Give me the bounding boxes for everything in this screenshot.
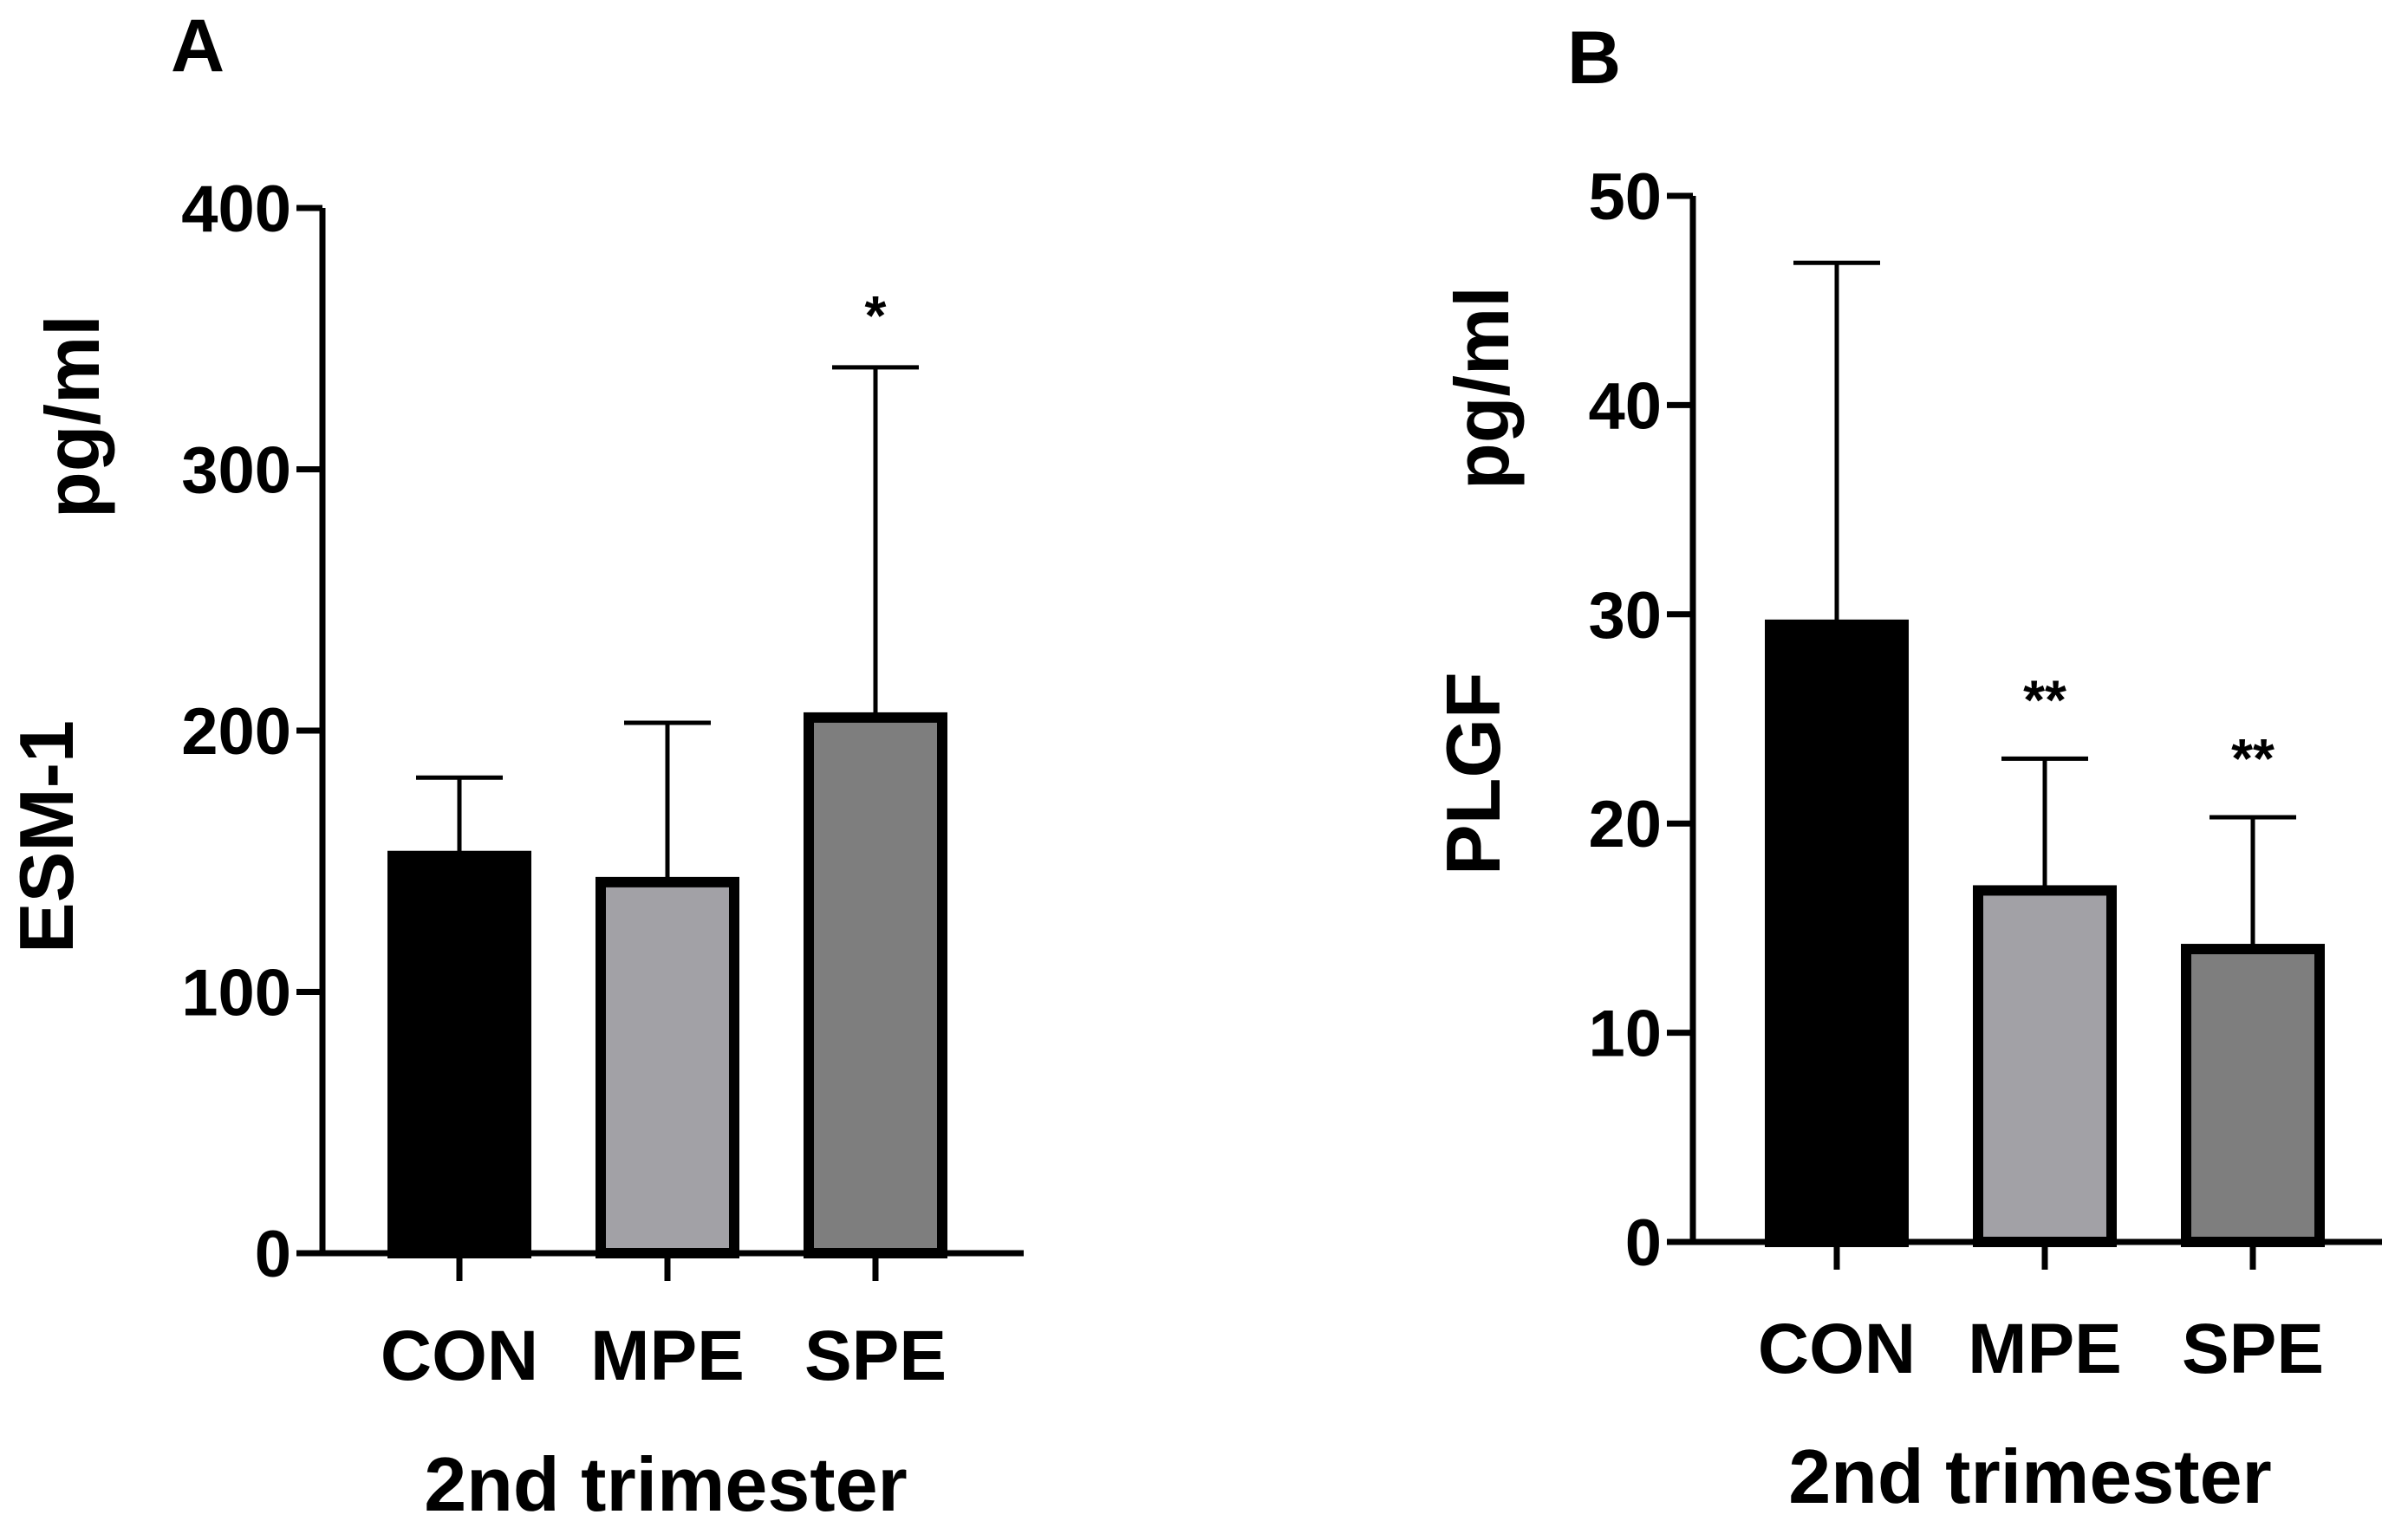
panel-a-letter: A [171, 4, 225, 88]
panel-a-significance-spe: * [865, 284, 887, 347]
panel-a-bar-spe [804, 712, 947, 1258]
panel-a-bar-mpe [595, 876, 739, 1258]
panel-a-category-label-con: CON [381, 1316, 538, 1395]
panel-a-y-axis-unit-wrapper: pg/ml [29, 315, 115, 518]
panel-b-x-axis-title: 2nd trimester [1788, 1433, 2272, 1519]
panel-b-y-tick-label: 20 [1588, 788, 1662, 861]
panel-a-y-axis-name: ESM-1 [3, 720, 89, 953]
panel-b-bar-spe [2181, 944, 2325, 1248]
panel-b-y-axis-unit: pg/ml [1439, 286, 1525, 490]
panel-a-y-tick-label: 200 [181, 695, 291, 769]
panel-b-chart: B PLGF pg/ml 2nd trimester ** ** 0 10 20 30 40… [1430, 16, 2382, 1519]
panel-b-significance-mpe: ** [2023, 668, 2066, 731]
panel-a-x-axis-title: 2nd trimester [424, 1441, 908, 1521]
panel-b-y-tick-label: 10 [1588, 998, 1662, 1071]
panel-b-y-axis-name: PLGF [1430, 672, 1516, 875]
panel-a-bar-con [387, 850, 531, 1258]
panel-b-y-axis-title: PLGF [1430, 672, 1516, 875]
panel-a-y-tick-label: 400 [181, 172, 291, 246]
panel-a-y-axis-unit: pg/ml [29, 315, 115, 518]
panel-a-category-label-spe: SPE [804, 1316, 947, 1395]
panel-b-category-label-spe: SPE [2182, 1310, 2324, 1388]
panel-a-y-tick-label: 100 [181, 957, 291, 1030]
panel-b-y-tick-label: 50 [1588, 160, 1662, 234]
panel-b-bar-mpe [1973, 885, 2117, 1247]
panel-b-bar-con [1765, 619, 1909, 1247]
panel-b-y-tick-label: 0 [1625, 1206, 1662, 1280]
panel-a-y-axis-title: ESM-1 [3, 720, 89, 953]
panel-b-category-label-mpe: MPE [1968, 1310, 2122, 1388]
panel-a-chart: A ESM-1 pg/ml 2nd trimester * 0 100 200 300 4… [3, 4, 1024, 1521]
panel-b-y-tick-label: 40 [1588, 369, 1662, 443]
panel-b-y-axis-unit-wrapper: pg/ml [1439, 286, 1525, 490]
panel-b-significance-spe: ** [2231, 727, 2275, 790]
panel-b-y-tick-label: 30 [1588, 579, 1662, 653]
panel-a-y-tick-label: 300 [181, 434, 291, 508]
panel-a-y-tick-label: 0 [255, 1218, 291, 1291]
panel-b-category-label-con: CON [1758, 1310, 1916, 1388]
panel-a-category-label-mpe: MPE [590, 1316, 745, 1395]
panel-b-letter: B [1567, 16, 1621, 100]
